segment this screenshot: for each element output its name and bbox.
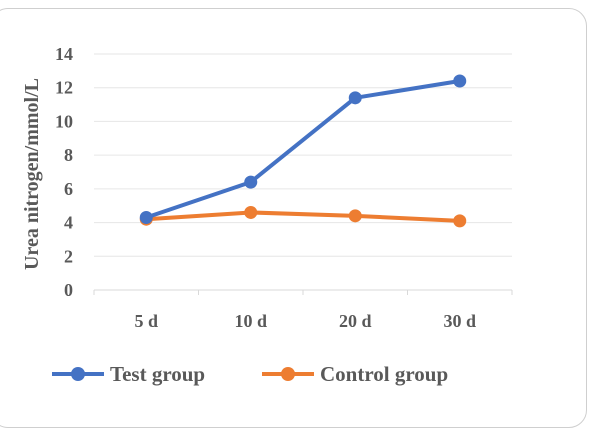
gridlines xyxy=(93,53,513,295)
line-chart: 0 2 4 6 8 10 12 14 5 d 10 d 20 d 30 d Urea nitroge… xyxy=(21,44,513,386)
series-line xyxy=(146,210,460,223)
x-tick-label: 5 d xyxy=(134,311,158,331)
series-line xyxy=(145,78,461,220)
y-tick-label: 2 xyxy=(64,246,73,266)
x-axis-ticks: 5 d 10 d 20 d 30 d xyxy=(134,311,476,331)
legend: Test group Control group xyxy=(52,362,448,386)
x-tick-label: 30 d xyxy=(443,311,476,331)
legend-label: Test group xyxy=(110,362,205,386)
data-point xyxy=(453,214,467,228)
y-tick-label: 14 xyxy=(55,44,73,64)
y-tick-label: 0 xyxy=(64,280,73,300)
y-tick-label: 8 xyxy=(64,145,73,165)
chart-frame xyxy=(0,8,587,428)
y-tick-label: 10 xyxy=(55,111,73,131)
series-group xyxy=(139,74,467,228)
legend-marker xyxy=(281,367,295,381)
x-tick-label: 20 d xyxy=(339,311,372,331)
y-axis-ticks: 0 2 4 6 8 10 12 14 xyxy=(55,44,73,300)
data-point xyxy=(244,205,258,219)
data-point xyxy=(348,209,362,223)
data-point xyxy=(244,175,258,189)
data-point xyxy=(348,91,362,105)
y-tick-label: 4 xyxy=(64,213,73,233)
data-point xyxy=(453,74,467,88)
legend-label: Control group xyxy=(320,362,448,386)
y-tick-label: 12 xyxy=(55,78,73,98)
y-axis-label: Urea nitrogen/mmol/L xyxy=(21,78,43,270)
y-tick-label: 6 xyxy=(64,179,73,199)
data-point xyxy=(139,211,153,225)
x-tick-label: 10 d xyxy=(234,311,267,331)
legend-marker xyxy=(71,367,85,381)
